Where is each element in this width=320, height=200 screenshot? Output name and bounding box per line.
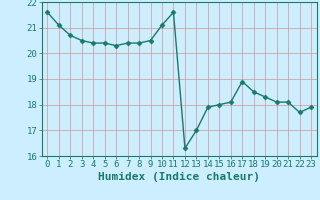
X-axis label: Humidex (Indice chaleur): Humidex (Indice chaleur) (98, 172, 260, 182)
